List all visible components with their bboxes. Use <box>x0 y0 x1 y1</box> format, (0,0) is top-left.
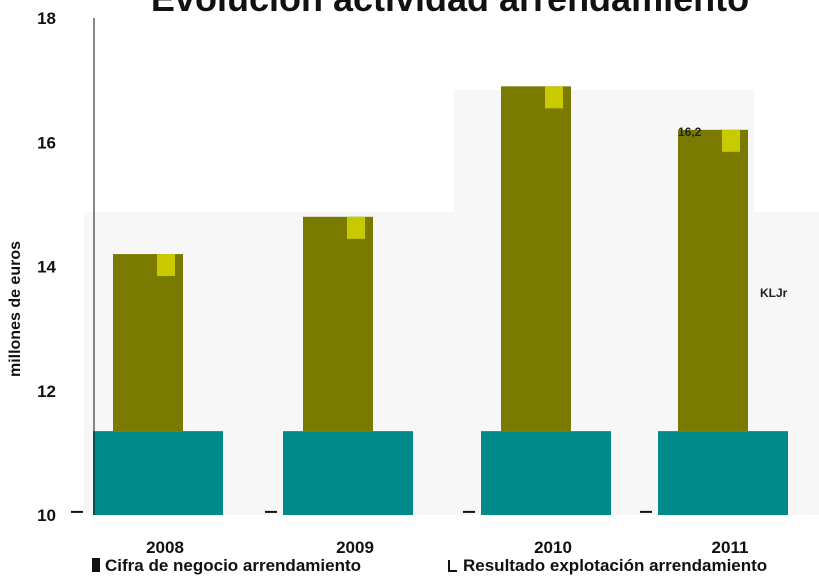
y-axis-label: millones de euros <box>7 240 24 378</box>
y-tick-label: 14 <box>37 258 56 277</box>
y-tick-labels: 10 12 14 16 18 <box>37 9 56 525</box>
bar-highlight-2009 <box>347 216 365 239</box>
y-tick-label: 10 <box>37 506 56 525</box>
chart-title: Evolución actividad arrendamiento <box>140 0 760 20</box>
bar-highlight-2010 <box>545 86 563 109</box>
y-tick-label: 12 <box>37 382 56 401</box>
result-marker-2011 <box>640 510 652 513</box>
data-label-2011: 16,2 <box>678 125 702 139</box>
bar-base-2008 <box>93 431 223 515</box>
bar-highlight-2008 <box>157 254 175 277</box>
side-annotation: KLJr <box>760 286 788 300</box>
x-tick-label: 2009 <box>336 538 374 557</box>
legend-label-cifra: Cifra de negocio arrendamiento <box>105 556 361 575</box>
x-tick-label: 2008 <box>146 538 184 557</box>
result-marker-2008 <box>71 510 83 513</box>
x-tick-label: 2010 <box>534 538 572 557</box>
bar-base-2011 <box>658 431 788 515</box>
bar-main-2009 <box>303 216 373 432</box>
y-tick-label: 16 <box>37 133 56 152</box>
bar-base-2010 <box>481 431 611 515</box>
y-tick-label: 18 <box>37 9 56 28</box>
legend-swatch-resultado <box>448 560 457 572</box>
x-tick-label: 2011 <box>712 538 749 557</box>
x-tick-labels: 2008 2009 2010 2011 <box>146 538 748 557</box>
bar-main-2011 <box>678 129 748 432</box>
legend-item-cifra: Cifra de negocio arrendamiento <box>92 556 361 576</box>
bar-main-2010 <box>501 86 571 432</box>
result-bars-group <box>71 510 652 513</box>
bar-highlight-2011 <box>722 129 740 152</box>
legend-swatch-cifra <box>92 558 100 572</box>
legend-label-resultado: Resultado explotación arrendamiento <box>463 556 768 575</box>
legend-item-resultado: Resultado explotación arrendamiento <box>448 556 767 576</box>
result-marker-2010 <box>463 510 475 513</box>
bar-base-2009 <box>283 431 413 515</box>
result-marker-2009 <box>265 510 277 513</box>
bar-main-2008 <box>113 254 183 432</box>
bars-group: 16,2 <box>93 86 788 515</box>
